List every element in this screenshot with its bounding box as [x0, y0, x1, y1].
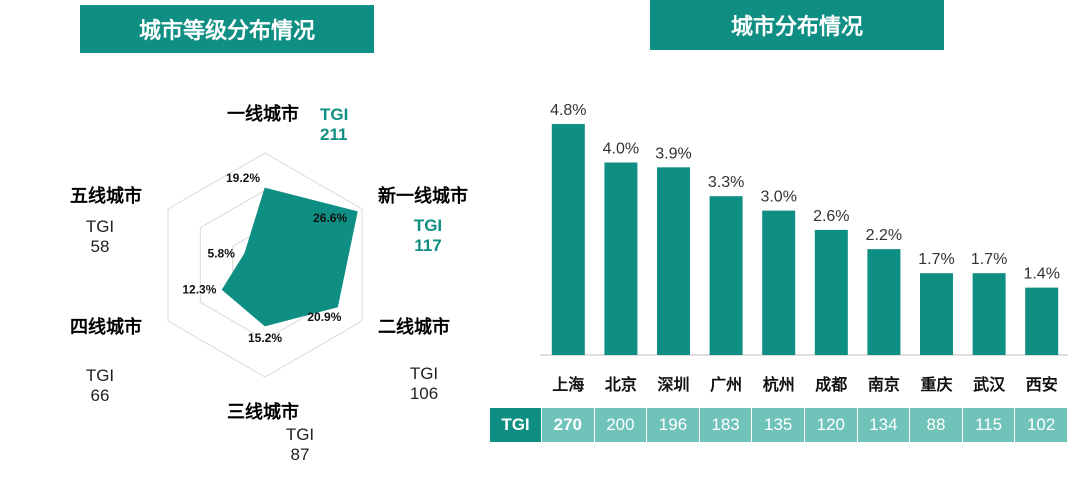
bar-category-label: 南京 — [868, 375, 900, 394]
bar-value-label: 2.6% — [813, 208, 849, 225]
radar-value-label: 26.6% — [313, 211, 347, 225]
bar-title: 城市分布情况 — [650, 0, 944, 50]
radar-tgi-label: TGI — [86, 217, 114, 236]
radar-tgi-label: TGI — [410, 364, 438, 383]
radar-tgi-label: TGI — [320, 105, 348, 124]
bar — [972, 273, 1006, 355]
tgi-table: TGI 270 200 196 183 135 120 134 88 115 102 — [490, 408, 1068, 442]
bar-value-label: 3.9% — [655, 145, 691, 162]
bar-value-label: 2.2% — [866, 227, 902, 244]
bar — [762, 210, 796, 355]
radar-title: 城市等级分布情况 — [80, 5, 374, 53]
radar-axis-label: 三线城市 — [227, 401, 299, 423]
tgi-table-cell: 134 — [857, 408, 911, 442]
tgi-table-cell: 200 — [594, 408, 648, 442]
radar-value-label: 20.9% — [307, 310, 341, 324]
bar — [1025, 287, 1059, 355]
bar-value-label: 1.7% — [918, 251, 954, 268]
radar-tgi-value: 66 — [91, 386, 110, 405]
bar — [551, 124, 585, 355]
bar — [814, 229, 848, 355]
radar-tgi-value: 211 — [320, 125, 347, 144]
radar-value-label: 12.3% — [182, 283, 216, 297]
bar-category-label: 广州 — [710, 375, 742, 394]
bar-category-label: 北京 — [605, 375, 637, 394]
radar-tgi-label: TGI — [286, 425, 314, 444]
radar-tgi-value: 117 — [414, 236, 441, 255]
bar — [709, 196, 743, 355]
radar-axis-label: 新一线城市 — [378, 185, 468, 207]
tgi-table-cell: 115 — [962, 408, 1016, 442]
radar-grid-ring — [167, 152, 363, 378]
tgi-table-cell: 270 — [542, 408, 595, 442]
radar-tgi-label: TGI — [414, 216, 442, 235]
bar — [867, 249, 901, 355]
bar-category-label: 重庆 — [920, 375, 952, 394]
bar-category-label: 成都 — [815, 375, 847, 394]
radar-data-area — [221, 187, 358, 327]
bar-category-label: 上海 — [552, 375, 584, 394]
radar-tgi-value: 87 — [291, 445, 310, 464]
bar-value-label: 4.8% — [550, 102, 586, 119]
tgi-table-cell: 196 — [647, 408, 700, 442]
bar — [604, 162, 638, 355]
bar-value-label: 1.4% — [1023, 266, 1059, 283]
tgi-table-cell: 88 — [910, 408, 963, 442]
bar-value-label: 3.0% — [760, 189, 796, 206]
bar — [920, 273, 953, 355]
radar-tgi-label: TGI — [86, 366, 114, 385]
radar-value-label: 15.2% — [248, 331, 282, 345]
bar-category-label: 深圳 — [657, 375, 689, 394]
tgi-table-cell: 120 — [804, 408, 858, 442]
radar-chart: 19.2%26.6%20.9%15.2%12.3%5.8%一线城市 TGI211新… — [70, 103, 468, 464]
tgi-table-cell: 102 — [1015, 408, 1068, 442]
radar-tgi-value: 106 — [410, 384, 438, 403]
radar-axis-label: 二线城市 — [378, 316, 450, 338]
bar-value-label: 4.0% — [603, 141, 639, 158]
radar-tgi-value: 58 — [91, 237, 110, 256]
radar-axis-label: 四线城市 — [70, 316, 142, 338]
bar-value-label: 1.7% — [971, 251, 1007, 268]
radar-value-label: 19.2% — [226, 171, 260, 185]
bar — [657, 167, 690, 355]
bar-value-label: 3.3% — [708, 174, 744, 191]
radar-axis-label: 一线城市 — [227, 103, 299, 125]
bar-category-label: 西安 — [1026, 375, 1058, 394]
tgi-table-cell: 183 — [699, 408, 753, 442]
radar-axis-label: 五线城市 — [70, 185, 142, 207]
tgi-table-cell: 135 — [752, 408, 805, 442]
tgi-table-header: TGI — [490, 408, 542, 442]
bar-category-label: 杭州 — [763, 375, 795, 394]
bar-category-label: 武汉 — [973, 375, 1006, 394]
radar-value-label: 5.8% — [208, 246, 236, 260]
